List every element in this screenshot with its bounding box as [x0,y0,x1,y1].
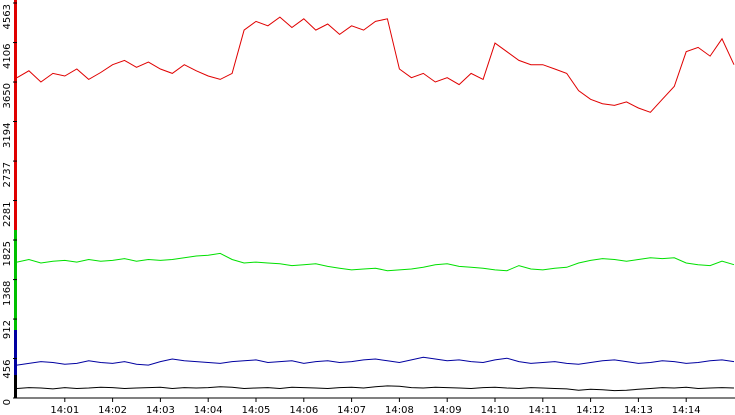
axis-strip [14,330,17,375]
series-line [16,252,735,272]
y-tick-label: 1368 [2,281,13,306]
x-tick-label: 14:13 [624,405,653,415]
x-tick-label: 14:06 [289,405,318,415]
y-tick-label: 2281 [2,202,13,227]
x-tick-label: 14:08 [385,405,414,415]
x-tick-label: 14:04 [194,405,223,415]
x-tick-label: 14:09 [433,405,462,415]
y-tick-label: 1825 [2,241,13,266]
x-tick-label: 14:07 [337,405,366,415]
x-tick-label: 14:10 [481,405,510,415]
series-line [16,356,735,366]
x-tick-label: 14:05 [242,405,271,415]
x-tick-label: 14:01 [50,405,79,415]
y-tick-label: 4106 [2,44,13,69]
axis-strip [14,0,17,230]
x-tick-label: 14:12 [576,405,605,415]
series-line [16,385,735,392]
x-tick-label: 14:03 [146,405,175,415]
y-tick-label: 3650 [2,83,13,108]
y-tick-label: 3194 [2,123,13,148]
series-line [16,16,735,113]
x-tick-label: 14:02 [98,405,127,415]
y-tick-label: 912 [2,320,13,339]
y-tick-label: 456 [2,360,13,379]
y-tick-label: 4563 [2,4,13,29]
x-tick-label: 14:14 [672,405,701,415]
y-tick-label: 2737 [2,162,13,187]
axis-strip [14,375,17,398]
y-tick-label: 0 [2,399,13,405]
x-tick-label: 14:11 [528,405,557,415]
